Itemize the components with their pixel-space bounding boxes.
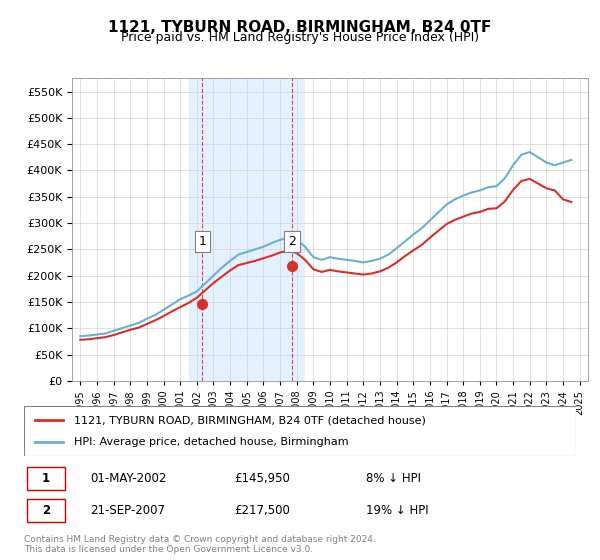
Text: 19% ↓ HPI: 19% ↓ HPI <box>366 504 429 517</box>
Text: HPI: Average price, detached house, Birmingham: HPI: Average price, detached house, Birm… <box>74 437 349 447</box>
Text: £217,500: £217,500 <box>234 504 290 517</box>
FancyBboxPatch shape <box>27 499 65 522</box>
Text: 01-MAY-2002: 01-MAY-2002 <box>90 472 167 484</box>
Text: 8% ↓ HPI: 8% ↓ HPI <box>366 472 421 484</box>
Text: 2: 2 <box>288 235 296 248</box>
Text: 1121, TYBURN ROAD, BIRMINGHAM, B24 0TF: 1121, TYBURN ROAD, BIRMINGHAM, B24 0TF <box>109 20 491 35</box>
Text: 1: 1 <box>199 235 206 248</box>
Text: 1121, TYBURN ROAD, BIRMINGHAM, B24 0TF (detached house): 1121, TYBURN ROAD, BIRMINGHAM, B24 0TF (… <box>74 415 425 425</box>
Text: £145,950: £145,950 <box>234 472 290 484</box>
Text: 21-SEP-2007: 21-SEP-2007 <box>90 504 165 517</box>
Text: Price paid vs. HM Land Registry's House Price Index (HPI): Price paid vs. HM Land Registry's House … <box>121 31 479 44</box>
FancyBboxPatch shape <box>27 466 65 489</box>
Text: Contains HM Land Registry data © Crown copyright and database right 2024.
This d: Contains HM Land Registry data © Crown c… <box>24 535 376 554</box>
Text: 2: 2 <box>42 504 50 517</box>
Text: 1: 1 <box>42 472 50 484</box>
FancyBboxPatch shape <box>24 406 576 456</box>
Bar <box>188 78 305 381</box>
